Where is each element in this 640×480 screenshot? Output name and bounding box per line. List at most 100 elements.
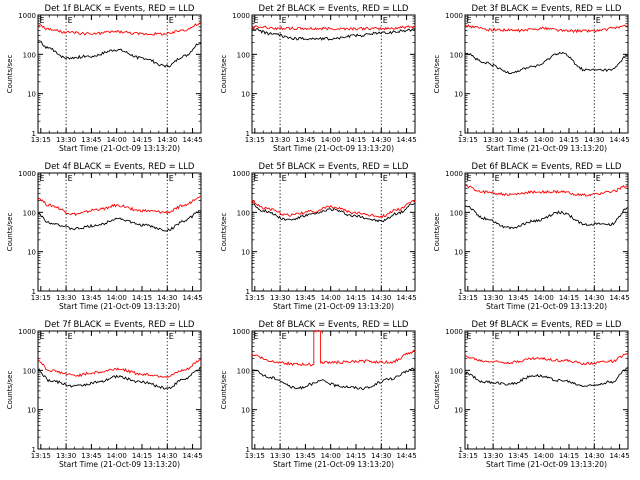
- y-tick-label: 10: [241, 91, 250, 99]
- series-lld-line: [37, 22, 202, 36]
- x-axis-label: Start Time (21-Oct-09 13:13:20): [486, 302, 607, 311]
- event-marker-label: E: [254, 332, 259, 341]
- y-tick-label: 1: [246, 130, 250, 138]
- x-tick-label: 14:30: [371, 452, 391, 460]
- x-tick-label: 13:45: [295, 294, 315, 302]
- x-tick-label: 14:15: [559, 294, 579, 302]
- x-tick-label: 14:00: [321, 136, 341, 144]
- panel-title: Det 6f BLACK = Events, RED = LLD: [472, 162, 622, 172]
- x-tick-label: 13:15: [245, 452, 265, 460]
- x-tick-label: 13:30: [270, 294, 290, 302]
- y-tick-label: 100: [237, 367, 250, 375]
- y-tick-label: 100: [23, 367, 36, 375]
- x-axis-label: Start Time (21-Oct-09 13:13:20): [273, 460, 394, 469]
- y-axis-label: Counts/sec: [6, 213, 14, 252]
- event-marker-label: E: [254, 16, 259, 25]
- x-tick-label: 13:30: [270, 136, 290, 144]
- event-marker-label: E: [254, 174, 259, 183]
- plot-frame: [251, 14, 416, 134]
- panel-title: Det 9f BLACK = Events, RED = LLD: [472, 320, 622, 330]
- y-tick-label: 100: [450, 209, 463, 217]
- event-marker-label: E: [68, 16, 73, 25]
- x-tick-label: 14:45: [182, 452, 202, 460]
- x-axis-label: Start Time (21-Oct-09 13:13:20): [486, 460, 607, 469]
- series-events-line: [251, 367, 416, 391]
- y-tick-label: 1000: [18, 170, 36, 178]
- y-axis-label: Counts/sec: [6, 55, 14, 94]
- x-tick-label: 13:30: [270, 452, 290, 460]
- x-tick-label: 14:45: [396, 452, 416, 460]
- panel-title: Det 2f BLACK = Events, RED = LLD: [259, 4, 409, 14]
- y-axis-label: Counts/sec: [220, 213, 228, 252]
- plot-frame: [251, 330, 416, 450]
- series-lld-line: [464, 24, 629, 34]
- plot-frame: [464, 172, 629, 292]
- y-tick-label: 1000: [18, 12, 36, 20]
- x-tick-label: 14:15: [346, 294, 366, 302]
- series-lld-line: [251, 24, 416, 31]
- x-tick-label: 14:00: [107, 452, 127, 460]
- event-marker-label: E: [282, 16, 287, 25]
- series-events-line: [464, 367, 629, 388]
- x-tick-label: 13:45: [295, 136, 315, 144]
- x-tick-label: 14:15: [559, 136, 579, 144]
- event-marker-label: E: [68, 174, 73, 183]
- panel-det-9: Det 9f BLACK = Events, RED = LLD 1 10 100 10…: [433, 320, 630, 469]
- y-tick-label: 10: [241, 249, 250, 257]
- x-tick-label: 13:45: [508, 136, 528, 144]
- plot-frame: [464, 330, 629, 450]
- x-tick-label: 13:45: [81, 294, 101, 302]
- plot-frame: [251, 172, 416, 292]
- y-tick-label: 1000: [445, 170, 463, 178]
- x-tick-label: 14:45: [182, 294, 202, 302]
- x-tick-label: 13:45: [508, 452, 528, 460]
- event-marker-label: E: [383, 174, 388, 183]
- event-marker-label: E: [282, 332, 287, 341]
- x-tick-label: 13:30: [483, 294, 503, 302]
- plot-frame: [37, 172, 202, 292]
- y-tick-label: 1000: [232, 170, 250, 178]
- event-marker-label: E: [282, 174, 287, 183]
- x-tick-label: 14:00: [107, 136, 127, 144]
- x-axis-label: Start Time (21-Oct-09 13:13:20): [59, 302, 180, 311]
- y-tick-label: 100: [23, 209, 36, 217]
- y-axis-label: Counts/sec: [433, 55, 441, 94]
- x-axis-label: Start Time (21-Oct-09 13:13:20): [486, 144, 607, 153]
- x-tick-label: 13:15: [31, 294, 51, 302]
- x-tick-label: 13:30: [56, 452, 76, 460]
- panel-det-7: Det 7f BLACK = Events, RED = LLD 1 10 100 10…: [6, 320, 203, 469]
- series-events-line: [464, 51, 629, 74]
- y-tick-label: 1: [32, 446, 36, 454]
- event-marker-label: E: [169, 16, 174, 25]
- series-events-line: [464, 205, 629, 230]
- x-tick-label: 13:45: [81, 136, 101, 144]
- event-marker-label: E: [495, 174, 500, 183]
- event-marker-label: E: [169, 332, 174, 341]
- y-tick-label: 100: [23, 51, 36, 59]
- panel-title: Det 3f BLACK = Events, RED = LLD: [472, 4, 622, 14]
- x-tick-label: 14:30: [584, 452, 604, 460]
- y-axis-label: Counts/sec: [220, 371, 228, 410]
- x-tick-label: 14:45: [396, 294, 416, 302]
- x-tick-label: 14:30: [157, 294, 177, 302]
- x-tick-label: 13:45: [295, 452, 315, 460]
- y-tick-label: 1000: [445, 328, 463, 336]
- event-marker-label: E: [383, 332, 388, 341]
- panel-title: Det 7f BLACK = Events, RED = LLD: [45, 320, 195, 330]
- x-tick-label: 14:00: [107, 294, 127, 302]
- y-axis-label: Counts/sec: [433, 371, 441, 410]
- x-axis-label: Start Time (21-Oct-09 13:13:20): [59, 144, 180, 153]
- event-marker-label: E: [40, 16, 45, 25]
- x-tick-label: 13:30: [56, 136, 76, 144]
- x-tick-label: 13:15: [31, 136, 51, 144]
- event-marker-label: E: [467, 332, 472, 341]
- x-tick-label: 13:45: [508, 294, 528, 302]
- series-lld-line: [37, 358, 202, 378]
- panel-det-8: Det 8f BLACK = Events, RED = LLD 1 10 100 10…: [220, 320, 417, 469]
- x-tick-label: 13:15: [458, 452, 478, 460]
- x-tick-label: 13:15: [245, 136, 265, 144]
- y-tick-label: 100: [450, 51, 463, 59]
- x-tick-label: 13:45: [81, 452, 101, 460]
- plot-frame: [37, 14, 202, 134]
